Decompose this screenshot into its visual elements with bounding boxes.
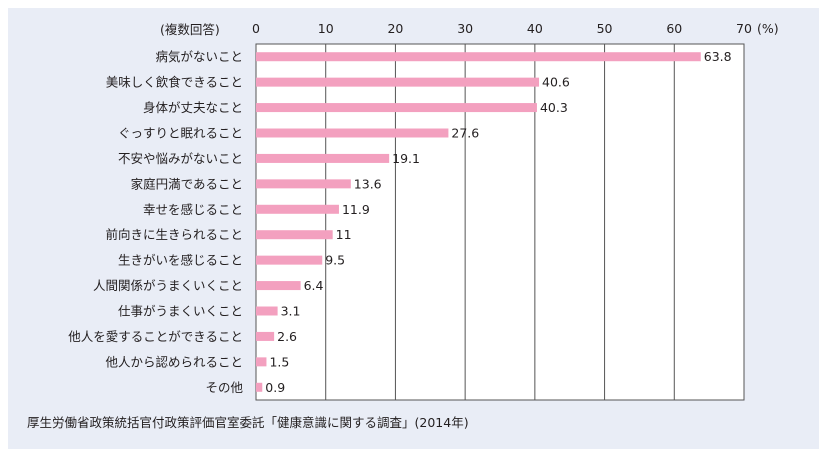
x-tick-label: 10 (318, 21, 334, 36)
multiple-answer-note: (複数回答) (160, 22, 220, 37)
source-note: 厚生労働省政策統括官付政策評価官室委託「健康意識に関する調査」(2014年) (27, 415, 469, 430)
value-label: 63.8 (704, 49, 732, 64)
bar (256, 204, 339, 214)
category-label: 他人から認められること (105, 354, 243, 369)
category-label: 家庭円満であること (131, 176, 243, 191)
value-label: 40.6 (542, 75, 570, 90)
category-label: その他 (205, 380, 243, 395)
bar (256, 382, 263, 392)
category-label: 他人を愛することができること (68, 329, 243, 344)
bar (256, 153, 390, 163)
bar (256, 52, 701, 62)
value-label: 0.9 (265, 380, 285, 395)
category-label: 人間関係がうまくいくこと (93, 278, 243, 293)
value-label: 3.1 (281, 304, 301, 319)
bar (256, 128, 449, 138)
value-label: 9.5 (325, 253, 345, 268)
x-tick-label: 40 (527, 21, 543, 36)
x-tick-label: 70 (736, 21, 752, 36)
bar (256, 331, 275, 341)
x-tick-label: 20 (387, 21, 403, 36)
bar (256, 103, 537, 113)
plot-area (255, 43, 745, 401)
category-label: 前向きに生きられること (105, 227, 243, 242)
bar (256, 306, 278, 316)
bar (256, 179, 351, 189)
category-label: 生きがいを感じること (118, 253, 243, 268)
unit-label: (%) (757, 21, 779, 36)
category-labels: 病気がないこと美味しく飲食できること身体が丈夫なことぐっすりと眠れること不安や悩… (68, 49, 243, 395)
x-tick-label: 60 (666, 21, 682, 36)
bar (256, 77, 540, 87)
value-labels: 63.8 40.6 40.3 27.6 19.1 13.6 11.9 11 9.56.43.1 2… (265, 49, 731, 395)
value-label: 13.6 (354, 176, 382, 191)
category-label: 身体が丈夫なこと (143, 100, 243, 115)
category-label: 不安や悩みがないこと (118, 151, 243, 166)
bar (256, 357, 267, 367)
bar (256, 281, 301, 291)
x-tick-label: 0 (252, 21, 260, 36)
x-tick-label: 30 (457, 21, 473, 36)
value-label: 19.1 (392, 151, 420, 166)
value-label: 6.4 (304, 278, 324, 293)
category-label: 美味しく飲食できること (106, 75, 243, 90)
bars (256, 52, 701, 392)
value-label: 11.9 (342, 202, 370, 217)
bar (256, 230, 333, 240)
category-label: ぐっすりと眠れること (118, 126, 243, 141)
category-label: 病気がないこと (155, 49, 243, 64)
x-tick-label: 50 (597, 21, 613, 36)
bar (256, 255, 323, 265)
value-label: 11 (336, 227, 352, 242)
value-label: 40.3 (540, 100, 568, 115)
category-label: 幸せを感じること (143, 202, 243, 217)
x-tick-labels: 0 10 20 30 40 50 60 70 (252, 21, 752, 36)
value-label: 1.5 (269, 354, 289, 369)
value-label: 2.6 (277, 329, 297, 344)
category-label: 仕事がうまくいくこと (118, 304, 243, 319)
value-label: 27.6 (451, 126, 479, 141)
